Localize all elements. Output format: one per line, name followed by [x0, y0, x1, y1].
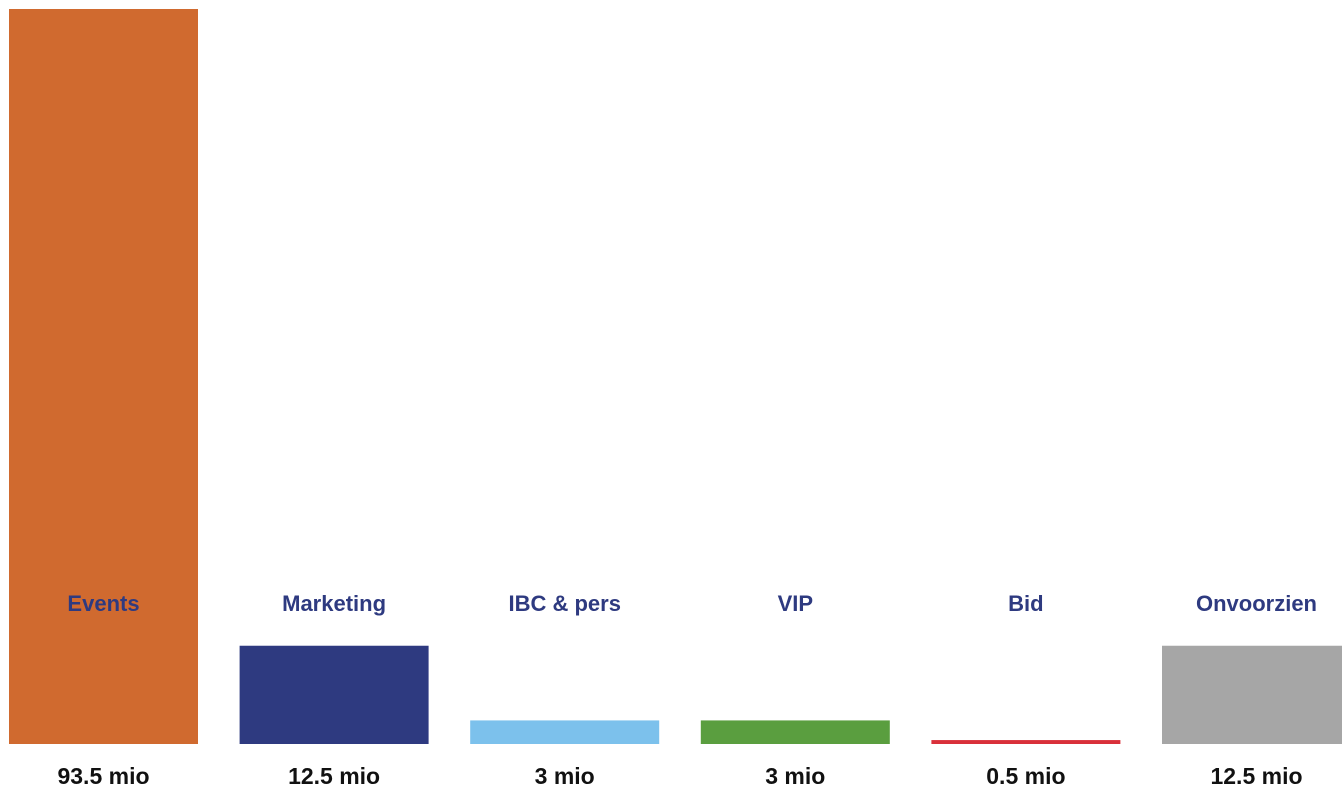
value-label-bid: 0.5 mio: [986, 763, 1065, 789]
value-label-onvoorzien: 12.5 mio: [1210, 763, 1302, 789]
bars-group: [9, 9, 1342, 744]
category-label-bid: Bid: [1008, 591, 1043, 616]
category-label-ibc-pers: IBC & pers: [508, 591, 620, 616]
bar-onvoorzien: [1162, 645, 1342, 744]
bar-bid: [931, 740, 1121, 744]
bar-marketing: [239, 645, 429, 744]
category-label-events: Events: [67, 591, 139, 616]
category-label-onvoorzien: Onvoorzien: [1196, 591, 1317, 616]
category-labels-group: Events Marketing IBC & pers VIP Bid Onvoorzie…: [67, 591, 1317, 616]
value-label-marketing: 12.5 mio: [288, 763, 380, 789]
bar-events: [9, 9, 198, 744]
value-label-events: 93.5 mio: [57, 763, 149, 789]
bar-ibc-pers: [470, 720, 660, 744]
bar-vip: [700, 720, 890, 744]
value-label-ibc-pers: 3 mio: [535, 763, 595, 789]
category-label-marketing: Marketing: [282, 591, 386, 616]
value-labels-group: 93.5 mio 12.5 mio 3 mio 3 mio 0.5 mio 12.5 mi…: [57, 763, 1302, 789]
category-label-vip: VIP: [778, 591, 813, 616]
value-label-vip: 3 mio: [765, 763, 825, 789]
